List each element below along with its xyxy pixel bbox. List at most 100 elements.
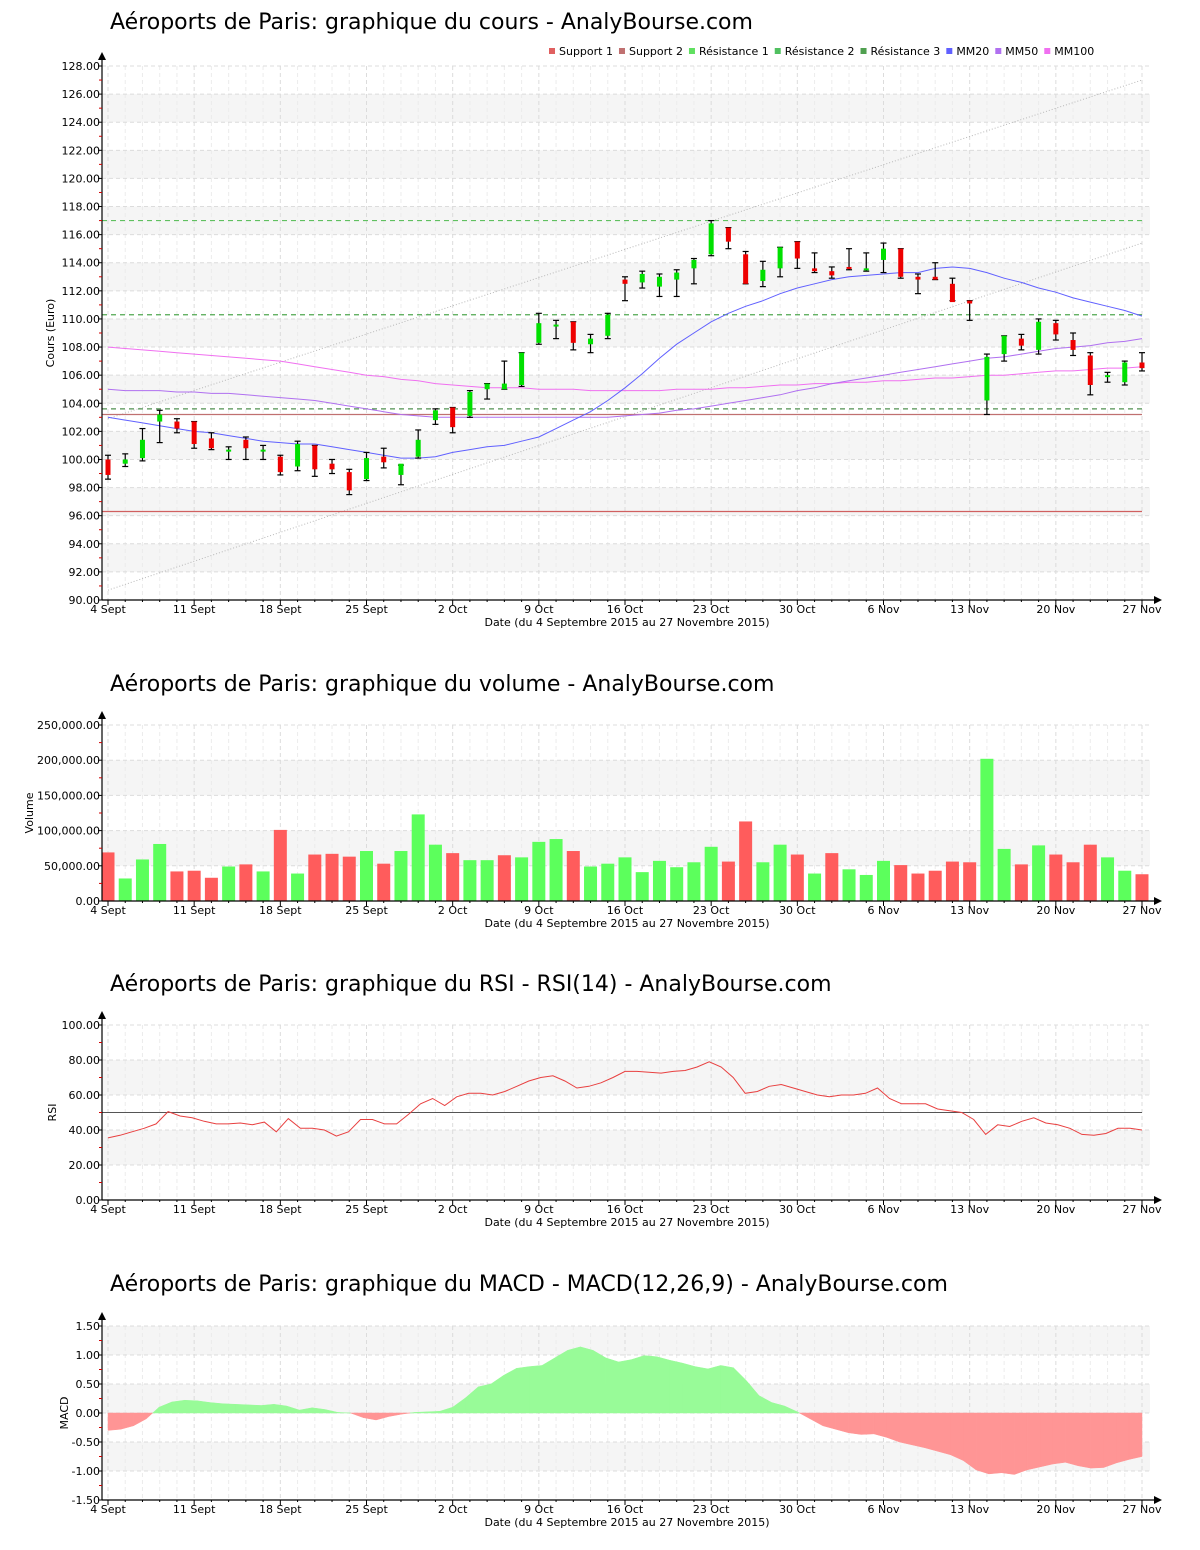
candle-body-down (277, 456, 283, 473)
candle (811, 252, 818, 274)
candle-body-down (967, 300, 973, 304)
volume-bar-up (859, 874, 873, 901)
candle-body-up (588, 338, 594, 345)
y-tick-label: 100.00 (62, 453, 101, 466)
macd-area-negative (1052, 1412, 1066, 1465)
volume-bar-up (411, 814, 425, 901)
macd-area-positive (477, 1383, 492, 1414)
volume-bar-down (790, 854, 804, 901)
volume-bar-down (566, 851, 580, 901)
candle-body-up (364, 458, 369, 480)
volume-bar-up (291, 873, 305, 901)
candle (380, 447, 387, 469)
candle-body-up (1001, 335, 1007, 355)
macd-area-negative (937, 1412, 951, 1456)
legend-item: Support 1 (559, 45, 613, 58)
candle-body-down (1139, 362, 1145, 369)
candle (1121, 360, 1128, 386)
macd-area-negative (133, 1412, 147, 1427)
volume-bar-down (446, 853, 460, 901)
mm20-line (107, 266, 1143, 459)
x-tick-label: 16 Oct (607, 603, 644, 616)
candle (501, 360, 508, 390)
y-tick-label: 100,000.00 (37, 825, 100, 838)
candle-body-up (484, 383, 490, 390)
volume-bar-down (1014, 864, 1028, 901)
volume-bar-up (842, 869, 856, 901)
x-tick-label: 18 Sept (259, 603, 302, 616)
candle-body-down (743, 254, 749, 284)
macd-area-negative (146, 1412, 154, 1420)
x-axis-arrow-icon (1154, 1196, 1162, 1204)
volume-bar-up (980, 758, 994, 901)
candle-body-down (1018, 338, 1024, 346)
macd-area-positive (592, 1349, 607, 1414)
volume-bar-up (756, 862, 770, 901)
x-tick-label: 20 Nov (1036, 1503, 1075, 1516)
candle (708, 219, 715, 257)
volume-bar-up (256, 871, 270, 901)
x-tick-label: 25 Sept (345, 1203, 388, 1216)
x-tick-label: 16 Oct (607, 904, 644, 917)
macd-area-positive (197, 1400, 211, 1414)
volume-bar-up (618, 857, 632, 901)
rsi-chart-panel: Aéroports de Paris: graphique du RSI - R… (0, 960, 1200, 1240)
macd-area-positive (733, 1367, 747, 1414)
x-tick-label: 23 Oct (693, 1503, 730, 1516)
grid-band (102, 1326, 1150, 1355)
legend: Support 1 Support 2 Résistance 1 Résistance… (549, 45, 1094, 58)
x-tick-label: 25 Sept (345, 1503, 388, 1516)
volume-bar-down (894, 865, 908, 901)
macd-area-negative (107, 1412, 122, 1431)
y-axis-arrow-icon (98, 1011, 106, 1019)
x-tick-label: 9 Oct (524, 603, 554, 616)
candle (432, 408, 439, 425)
candle-body-up (260, 449, 266, 452)
x-tick-label: 16 Oct (607, 1503, 644, 1516)
macd-area-positive (529, 1365, 543, 1414)
x-tick-label: 18 Sept (259, 1503, 302, 1516)
legend-item: MM50 (1005, 45, 1038, 58)
candle-body-up (984, 356, 990, 401)
legend-item: Résistance 3 (871, 45, 941, 58)
volume-bar-down (963, 862, 977, 901)
macd-area-negative (860, 1412, 875, 1435)
macd-area-negative (1039, 1412, 1053, 1468)
candle (1001, 335, 1008, 362)
candle-body-down (1087, 355, 1093, 385)
volume-bar-up (635, 872, 649, 901)
y-tick-label: 104.00 (62, 397, 101, 410)
macd-area-positive (554, 1349, 568, 1414)
candle-body-down (846, 266, 852, 269)
x-tick-label: 11 Sept (173, 1203, 216, 1216)
grid-band (102, 1060, 1150, 1095)
axes: -1.50 -1.00 -0.50 0.00 0.50 1.00 1.50 4 Sept 11 … (58, 1312, 1162, 1529)
axes: 0.00 20.00 40.00 60.00 80.00 100.00 4 Sept 11 S… (46, 1011, 1162, 1229)
macd-area-positive (235, 1404, 249, 1414)
macd-chart: -1.50 -1.00 -0.50 0.00 0.50 1.00 1.50 4 Sept 11 … (58, 1312, 1162, 1529)
y-tick-label: 126.00 (62, 88, 101, 101)
candle (983, 353, 990, 416)
y-tick-label: 90.00 (69, 594, 101, 607)
candle (225, 446, 232, 461)
candle (105, 454, 111, 480)
macd-area-negative (1128, 1412, 1143, 1460)
volume-bar-down (187, 870, 201, 901)
x-tick-label: 20 Nov (1036, 904, 1075, 917)
x-tick-label: 30 Oct (779, 1203, 816, 1216)
candle-body-down (932, 276, 938, 280)
macd-area-positive (337, 1412, 351, 1414)
mm50-line (107, 338, 1143, 418)
macd-area-positive (248, 1404, 262, 1414)
grid-band (102, 94, 1150, 123)
volume-bar-down (1066, 862, 1080, 901)
macd-area-negative (401, 1412, 411, 1415)
volume-bar-down (342, 856, 356, 901)
x-tick-label: 23 Oct (693, 904, 730, 917)
candle (759, 260, 766, 288)
y-tick-label: 60.00 (69, 1089, 101, 1102)
candle-body-up (1122, 362, 1128, 383)
x-axis-arrow-icon (1154, 1496, 1162, 1504)
volume-bar-up (652, 860, 666, 901)
candle (777, 246, 784, 278)
